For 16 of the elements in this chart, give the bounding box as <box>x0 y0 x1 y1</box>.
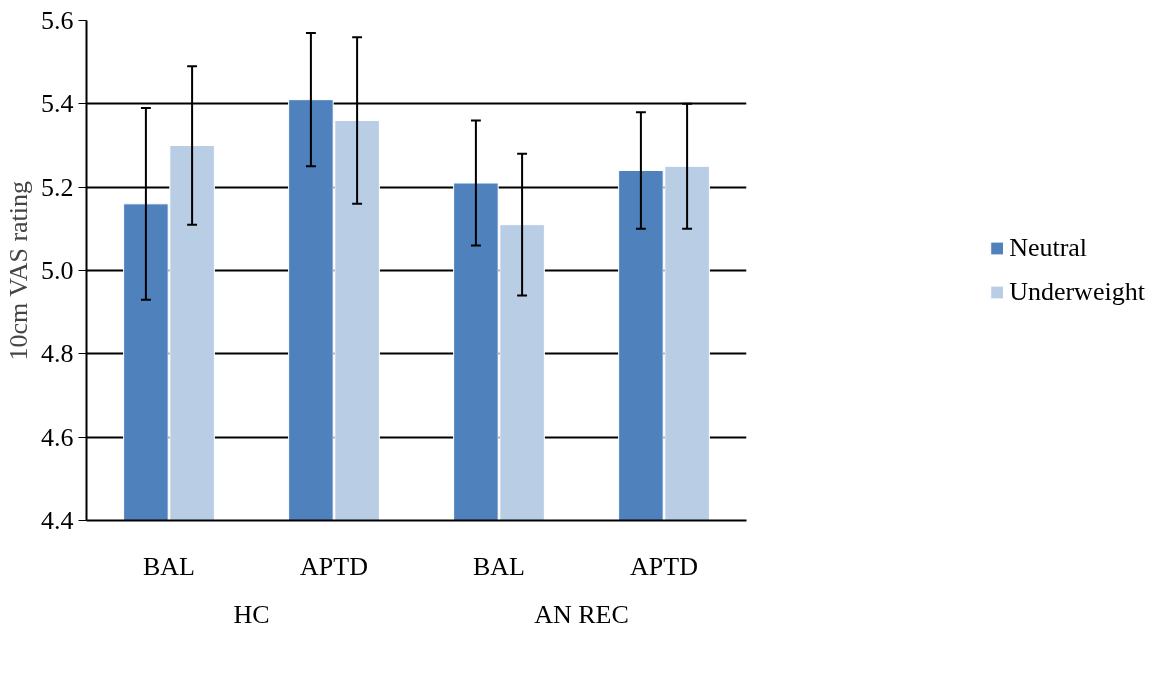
x-tick-label: APTD <box>300 551 368 581</box>
text: AN REC <box>534 599 629 629</box>
x-tick-label: BAL <box>473 551 525 581</box>
text: HC <box>233 599 270 629</box>
y-tick-label: 5.4 <box>41 89 74 119</box>
x-tick-label: BAL <box>143 551 195 581</box>
legend-label: Underweight <box>1009 277 1145 307</box>
x-tick-label: APTD <box>630 551 698 581</box>
y-tick-label: 5.0 <box>41 256 74 285</box>
y-tick-label: 4.4 <box>41 506 74 535</box>
y-axis-title: 10cm VAS rating <box>4 180 33 361</box>
y-tick-label: 4.8 <box>41 339 74 369</box>
y-tick-label: 5.6 <box>41 6 74 35</box>
y-tick-label: 4.6 <box>41 422 74 452</box>
legend-label: Neutral <box>1009 233 1088 263</box>
y-tick-label: 5.2 <box>41 172 74 202</box>
